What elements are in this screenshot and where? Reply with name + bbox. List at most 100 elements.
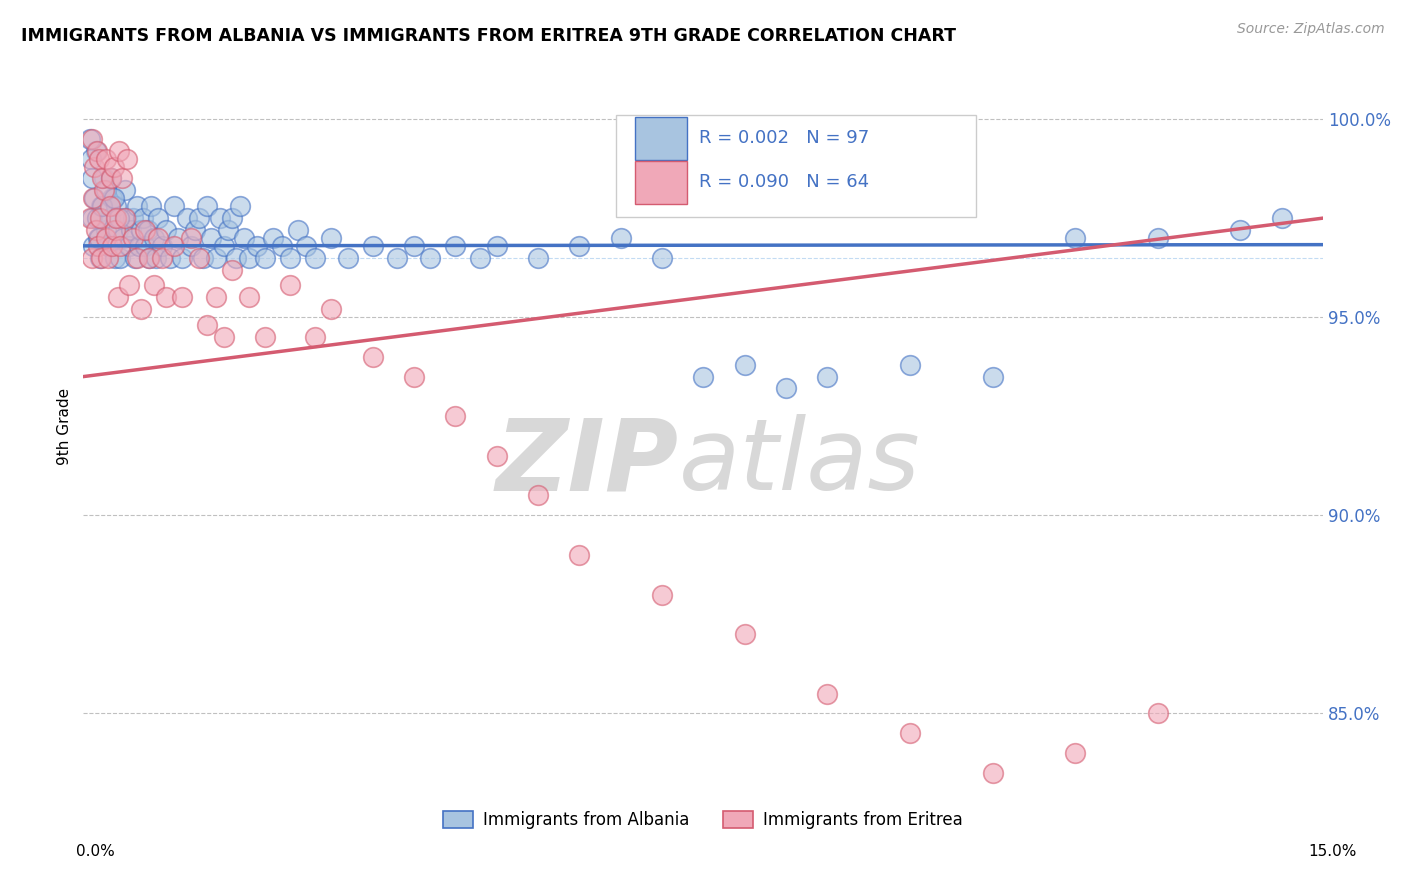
Point <box>115 211 138 226</box>
Point <box>321 231 343 245</box>
Point <box>184 223 207 237</box>
Point <box>176 211 198 226</box>
Point <box>142 278 165 293</box>
Point <box>468 251 491 265</box>
Point <box>221 211 243 226</box>
Point <box>120 223 142 237</box>
Point <box>87 231 110 245</box>
Point <box>122 231 145 245</box>
Point <box>114 183 136 197</box>
Point <box>86 144 108 158</box>
Point <box>103 191 125 205</box>
Point <box>145 251 167 265</box>
Point <box>172 251 194 265</box>
Point <box>93 183 115 197</box>
Point <box>195 199 218 213</box>
Point <box>734 358 756 372</box>
Point <box>97 239 120 253</box>
Point <box>83 191 105 205</box>
Point <box>238 251 260 265</box>
Point <box>89 211 111 226</box>
Y-axis label: 9th Grade: 9th Grade <box>58 387 72 465</box>
Text: ZIP: ZIP <box>495 414 679 511</box>
Point <box>89 251 111 265</box>
Point <box>105 211 128 226</box>
Point <box>125 251 148 265</box>
Point <box>146 231 169 245</box>
Point <box>118 278 141 293</box>
Point <box>101 191 124 205</box>
Point <box>444 239 467 253</box>
Point <box>238 290 260 304</box>
Point <box>221 262 243 277</box>
Point <box>527 251 550 265</box>
Point <box>609 231 631 245</box>
Point <box>254 251 277 265</box>
Point <box>815 369 838 384</box>
Point <box>100 171 122 186</box>
Point <box>568 239 591 253</box>
Point <box>444 409 467 424</box>
Point <box>304 251 326 265</box>
Point <box>104 251 127 265</box>
Point <box>204 251 226 265</box>
Point <box>132 211 155 226</box>
Point <box>304 330 326 344</box>
Point <box>387 251 409 265</box>
Point <box>167 231 190 245</box>
Point <box>94 183 117 197</box>
Point <box>80 251 103 265</box>
Point <box>229 199 252 213</box>
Point <box>83 160 105 174</box>
Point <box>981 369 1004 384</box>
Point <box>82 132 104 146</box>
Point <box>98 211 121 226</box>
Point <box>103 160 125 174</box>
Point <box>485 239 508 253</box>
Point <box>115 152 138 166</box>
Point <box>163 199 186 213</box>
Point <box>128 239 150 253</box>
Point <box>188 251 211 265</box>
Point <box>233 231 256 245</box>
Point <box>225 251 247 265</box>
Point <box>1064 746 1087 760</box>
Point <box>815 687 838 701</box>
Point <box>150 251 173 265</box>
Point <box>87 231 110 245</box>
Point <box>80 152 103 166</box>
Point <box>212 239 235 253</box>
Point <box>111 231 134 245</box>
Point <box>278 278 301 293</box>
Point <box>321 302 343 317</box>
Point <box>1146 231 1168 245</box>
Point <box>527 488 550 502</box>
Point <box>136 223 159 237</box>
Point <box>118 239 141 253</box>
Point <box>108 144 131 158</box>
Point <box>200 231 222 245</box>
Point <box>80 211 103 226</box>
Point <box>278 251 301 265</box>
Point <box>87 239 110 253</box>
Point <box>82 191 104 205</box>
Point <box>94 152 117 166</box>
Point <box>104 223 127 237</box>
Point <box>84 144 107 158</box>
Point <box>159 251 181 265</box>
Point <box>163 239 186 253</box>
Point <box>93 171 115 186</box>
Point <box>91 199 114 213</box>
Text: Source: ZipAtlas.com: Source: ZipAtlas.com <box>1237 22 1385 37</box>
Point <box>142 231 165 245</box>
Point <box>1229 223 1251 237</box>
Point <box>195 318 218 332</box>
FancyBboxPatch shape <box>636 161 688 204</box>
Point <box>419 251 441 265</box>
Point <box>82 239 104 253</box>
Point <box>107 290 129 304</box>
Point <box>172 290 194 304</box>
Point <box>204 290 226 304</box>
Point <box>692 369 714 384</box>
Point <box>295 239 318 253</box>
